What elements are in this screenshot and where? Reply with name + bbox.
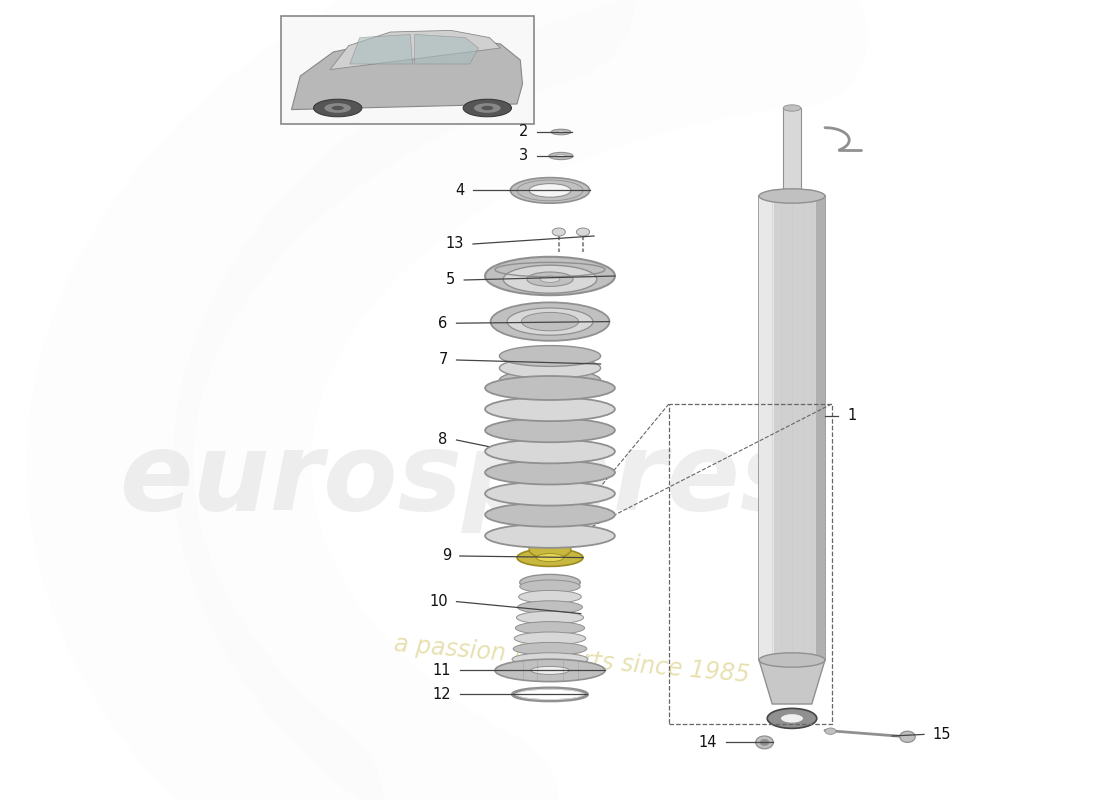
Ellipse shape (783, 105, 801, 111)
Ellipse shape (485, 502, 615, 526)
Ellipse shape (485, 461, 615, 485)
Ellipse shape (504, 265, 596, 293)
Ellipse shape (552, 228, 565, 236)
Polygon shape (783, 108, 801, 196)
Text: 7: 7 (438, 353, 448, 367)
Ellipse shape (526, 667, 574, 680)
Ellipse shape (521, 313, 579, 331)
Ellipse shape (519, 580, 581, 593)
Polygon shape (759, 660, 825, 704)
Ellipse shape (530, 666, 570, 674)
Text: 3: 3 (519, 149, 528, 163)
Text: 2: 2 (518, 125, 528, 139)
Ellipse shape (499, 370, 601, 390)
Ellipse shape (537, 554, 563, 562)
Ellipse shape (314, 99, 362, 117)
Text: 12: 12 (432, 687, 451, 702)
Ellipse shape (529, 184, 571, 197)
Ellipse shape (759, 653, 825, 667)
Text: 13: 13 (446, 237, 464, 251)
Ellipse shape (485, 397, 615, 421)
Text: 15: 15 (933, 727, 952, 742)
Ellipse shape (549, 152, 573, 160)
Ellipse shape (756, 736, 773, 749)
Ellipse shape (540, 276, 560, 282)
Text: 1: 1 (847, 409, 856, 423)
Text: 9: 9 (442, 549, 451, 563)
Ellipse shape (485, 257, 615, 295)
Polygon shape (292, 38, 522, 110)
Ellipse shape (517, 611, 583, 624)
Ellipse shape (485, 439, 615, 463)
Ellipse shape (482, 106, 493, 110)
Ellipse shape (517, 549, 583, 566)
Polygon shape (759, 196, 774, 660)
Ellipse shape (474, 103, 500, 113)
Ellipse shape (900, 731, 915, 742)
Ellipse shape (825, 728, 836, 734)
Ellipse shape (760, 739, 769, 746)
Polygon shape (350, 34, 412, 64)
Ellipse shape (510, 178, 590, 203)
Polygon shape (816, 196, 825, 660)
Ellipse shape (529, 541, 571, 558)
Ellipse shape (512, 653, 588, 666)
Ellipse shape (768, 709, 816, 728)
Text: 14: 14 (698, 735, 717, 750)
Ellipse shape (576, 228, 590, 236)
Ellipse shape (499, 346, 601, 366)
Text: 4: 4 (455, 183, 464, 198)
Text: 11: 11 (432, 663, 451, 678)
Ellipse shape (463, 99, 512, 117)
Ellipse shape (515, 622, 585, 634)
Ellipse shape (485, 482, 615, 506)
Ellipse shape (781, 714, 803, 723)
Ellipse shape (485, 376, 615, 400)
Ellipse shape (551, 130, 571, 134)
Ellipse shape (507, 308, 593, 335)
Ellipse shape (557, 130, 565, 134)
Text: 5: 5 (447, 273, 455, 287)
Ellipse shape (515, 632, 585, 645)
Text: 8: 8 (439, 433, 448, 447)
Ellipse shape (519, 574, 581, 590)
Ellipse shape (513, 642, 587, 655)
Text: 10: 10 (429, 594, 448, 609)
Ellipse shape (485, 524, 615, 548)
Ellipse shape (485, 418, 615, 442)
Bar (669, 404, 832, 724)
Ellipse shape (324, 103, 351, 113)
Ellipse shape (491, 302, 609, 341)
Polygon shape (415, 34, 478, 64)
Ellipse shape (517, 601, 583, 614)
Ellipse shape (759, 189, 825, 203)
Ellipse shape (527, 272, 573, 286)
Text: a passion for parts since 1985: a passion for parts since 1985 (393, 633, 751, 687)
Text: 6: 6 (439, 316, 448, 330)
Text: eurospares: eurospares (119, 427, 805, 533)
Ellipse shape (519, 590, 581, 603)
Polygon shape (759, 196, 825, 660)
Bar (280, 16, 534, 124)
Ellipse shape (332, 106, 343, 110)
Ellipse shape (556, 154, 566, 158)
Ellipse shape (499, 358, 601, 378)
Ellipse shape (495, 659, 605, 682)
Polygon shape (330, 30, 500, 70)
